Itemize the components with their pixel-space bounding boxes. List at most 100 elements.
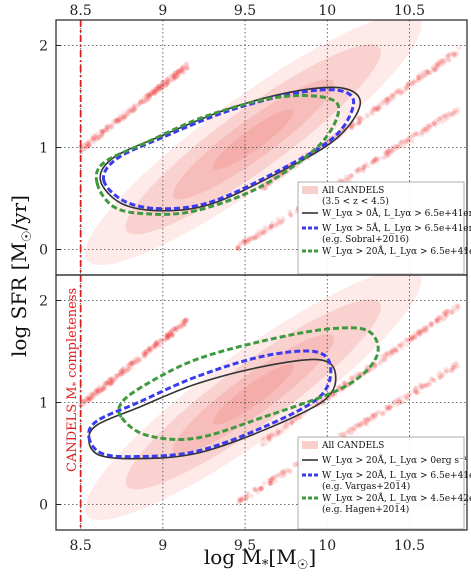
scatter-point bbox=[164, 336, 170, 342]
scatter-point bbox=[98, 133, 104, 139]
scatter-point bbox=[373, 155, 379, 161]
scatter-point bbox=[403, 337, 409, 343]
scatter-point bbox=[424, 123, 430, 129]
scatter-point bbox=[261, 480, 267, 486]
y-axis-label: log SFR [M☉/yr] bbox=[7, 195, 35, 357]
scatter-point bbox=[118, 368, 124, 374]
scatter-point bbox=[444, 308, 450, 314]
scatter-point bbox=[293, 417, 299, 423]
scatter-point bbox=[447, 52, 452, 58]
scatter-point bbox=[427, 124, 433, 130]
scatter-point bbox=[281, 425, 286, 430]
scatter-point bbox=[164, 332, 170, 338]
axes: 0 1 2 8.5 9 9.5 10 10.5 0 1 2 8.5 9 9.5 10 10.5 bbox=[39, 3, 468, 554]
scatter-point bbox=[407, 134, 413, 140]
scatter-point bbox=[83, 400, 89, 405]
scatter-point bbox=[145, 97, 151, 103]
scatter-point bbox=[423, 68, 429, 74]
scatter-point bbox=[362, 421, 368, 427]
scatter-point bbox=[252, 236, 258, 241]
scatter-point bbox=[158, 337, 164, 343]
scatter-point bbox=[382, 353, 388, 359]
scatter-point bbox=[117, 117, 123, 123]
scatter-point bbox=[124, 112, 129, 118]
scatter-point bbox=[255, 489, 261, 495]
scatter-point bbox=[365, 364, 371, 369]
scatter-point bbox=[86, 393, 92, 399]
scatter-point bbox=[455, 363, 461, 369]
scatter-point bbox=[134, 357, 140, 363]
scatter-point bbox=[278, 427, 284, 433]
scatter-point bbox=[441, 311, 446, 316]
scatter-point bbox=[442, 315, 448, 321]
scatter-point bbox=[258, 485, 264, 491]
scatter-point bbox=[259, 228, 265, 234]
scatter-point bbox=[152, 343, 158, 348]
scatter-point bbox=[412, 388, 418, 394]
scatter-point bbox=[288, 212, 294, 218]
scatter-point bbox=[415, 331, 421, 337]
scatter-point bbox=[90, 391, 96, 397]
contour-line bbox=[87, 358, 337, 460]
scatter-point bbox=[170, 72, 176, 78]
scatter-point bbox=[168, 328, 174, 334]
scatter-point bbox=[437, 375, 443, 380]
scatter-point bbox=[422, 126, 427, 132]
scatter-point bbox=[388, 405, 393, 411]
scatter-point bbox=[101, 383, 107, 389]
scatter-point bbox=[266, 435, 271, 441]
x-axis-label: log M*[M☉] bbox=[204, 545, 316, 573]
scatter-point bbox=[184, 61, 190, 67]
scatter-point bbox=[429, 320, 434, 326]
scatter-point bbox=[436, 59, 442, 64]
scatter-point bbox=[268, 477, 274, 483]
scatter-point bbox=[349, 173, 355, 179]
scatter-point bbox=[250, 235, 256, 241]
scatter-point bbox=[100, 129, 106, 135]
scatter-point bbox=[162, 79, 168, 85]
scatter-point bbox=[352, 427, 358, 433]
scatter-point bbox=[426, 382, 432, 387]
scatter-point bbox=[165, 76, 171, 82]
scatter-point bbox=[260, 230, 266, 235]
scatter-point bbox=[183, 321, 188, 326]
scatter-point bbox=[387, 150, 393, 156]
scatter-point bbox=[153, 340, 159, 345]
scatter-point bbox=[348, 375, 354, 381]
scatter-point bbox=[453, 365, 459, 371]
scatter-point bbox=[428, 376, 434, 382]
scatter-point bbox=[168, 330, 173, 335]
scatter-point bbox=[164, 82, 170, 88]
scatter-point bbox=[292, 462, 297, 467]
scatter-point bbox=[125, 363, 131, 369]
scatter-point bbox=[82, 146, 88, 152]
scatter-point bbox=[405, 86, 411, 92]
scatter-point bbox=[117, 369, 123, 375]
scatter-point bbox=[166, 333, 172, 339]
scatter-point bbox=[261, 186, 267, 192]
scatter-point bbox=[436, 372, 442, 378]
scatter-point bbox=[360, 116, 366, 122]
scatter-point bbox=[158, 338, 163, 344]
scatter-point bbox=[372, 363, 378, 369]
scatter-point bbox=[354, 422, 360, 428]
scatter-point bbox=[385, 405, 391, 411]
scatter-point bbox=[376, 103, 382, 108]
scatter-point bbox=[274, 222, 280, 228]
scatter-point bbox=[413, 332, 419, 338]
scatter-point bbox=[445, 54, 450, 60]
scatter-point bbox=[435, 64, 441, 70]
scatter-point bbox=[116, 118, 121, 124]
scatter-point bbox=[282, 471, 288, 477]
scatter-point bbox=[409, 335, 415, 340]
scatter-point bbox=[449, 310, 455, 316]
scatter-point bbox=[389, 350, 395, 356]
scatter-point bbox=[86, 139, 92, 144]
scatter-point bbox=[405, 137, 411, 143]
scatter-point bbox=[104, 124, 110, 129]
scatter-point bbox=[175, 71, 180, 77]
scatter-point bbox=[163, 82, 169, 88]
scatter-point bbox=[281, 473, 287, 478]
scatter-point bbox=[184, 65, 190, 71]
scatter-point bbox=[380, 100, 386, 106]
